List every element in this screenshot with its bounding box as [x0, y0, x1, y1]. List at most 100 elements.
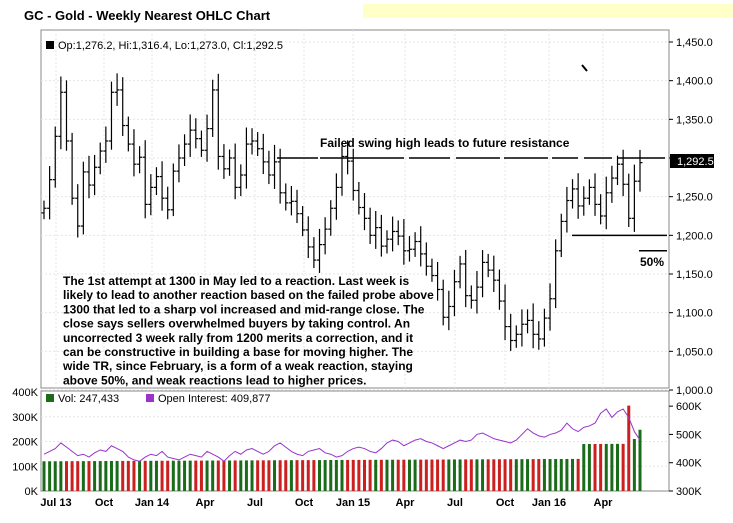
ohlc-bar: [125, 116, 131, 152]
volume-bar: [548, 459, 552, 491]
ohlc-bar: [598, 194, 604, 225]
oi-tick-label: 500K: [676, 429, 702, 441]
price-tick-label: 1,250.0: [676, 192, 713, 204]
volume-bars: [42, 405, 642, 491]
volume-bar: [599, 443, 603, 491]
ohlc-bar: [406, 236, 412, 262]
ohlc-bar: [468, 285, 474, 309]
ohlc-bar: [249, 128, 255, 155]
volume-bar: [402, 459, 406, 491]
x-tick-label: Jan 15: [336, 497, 370, 509]
ohlc-bar: [204, 114, 210, 162]
volume-bar: [447, 459, 451, 491]
volume-bar: [48, 461, 52, 491]
volume-bar: [233, 460, 237, 491]
ohlc-bar: [463, 249, 469, 308]
volume-bar: [256, 460, 260, 491]
ohlc-bar: [63, 80, 69, 151]
volume-bar: [211, 460, 215, 491]
volume-bar: [216, 460, 220, 491]
ohlc-bar: [339, 146, 345, 196]
volume-bar: [199, 460, 203, 491]
volume-bar: [104, 461, 108, 491]
volume-bar: [632, 439, 636, 491]
volume-bar: [205, 460, 209, 491]
volume-bar: [250, 460, 254, 491]
volume-bar: [323, 460, 327, 491]
oi-tick-label: 300K: [676, 486, 702, 498]
volume-bar: [289, 460, 293, 491]
ohlc-bar: [210, 79, 216, 137]
x-tick-label: Apr: [396, 497, 416, 509]
commentary-line: can be constructive in building a base f…: [63, 345, 413, 359]
ohlc-bar: [283, 183, 289, 211]
ohlc-bar: [97, 142, 103, 175]
ohlc-bar: [395, 220, 401, 246]
resistance-annotation: Failed swing high leads to future resist…: [320, 136, 570, 150]
ohlc-bar: [232, 143, 238, 200]
volume-bar: [458, 459, 462, 491]
ohlc-bar: [603, 176, 609, 230]
volume-bar: [312, 460, 316, 491]
ohlc-bar: [294, 189, 300, 224]
ohlc-bar: [333, 173, 339, 220]
price-tick-label: 1,350.0: [676, 114, 713, 126]
ohlc-bar: [508, 313, 514, 351]
open-interest-line: [43, 408, 641, 462]
volume-bar: [194, 460, 198, 491]
last-price-label: 1,292.5: [677, 156, 714, 168]
volume-bar: [306, 460, 310, 491]
volume-bar: [121, 460, 125, 491]
volume-bar: [183, 460, 187, 491]
commentary-line: close says sellers overwhelmed buyers by…: [63, 317, 410, 331]
volume-bar: [166, 460, 170, 491]
volume-bar: [396, 459, 400, 491]
ohlc-bar: [491, 255, 497, 293]
volume-bar: [436, 459, 440, 491]
ohlc-bar: [288, 185, 294, 216]
ohlc-bar: [243, 127, 249, 189]
x-tick-label: Apr: [196, 497, 216, 509]
ohlc-bar: [305, 216, 311, 259]
ohlc-bar: [300, 206, 306, 237]
volume-bar: [582, 444, 586, 491]
volume-bar: [273, 460, 277, 491]
ohlc-bar: [564, 186, 570, 233]
ohlc-bar: [474, 270, 480, 314]
volume-bar: [138, 460, 142, 491]
volume-bar: [115, 460, 119, 491]
volume-bar: [587, 444, 591, 491]
volume-bar: [616, 443, 620, 491]
ohlc-bar: [170, 163, 176, 217]
ohlc-bar: [47, 166, 53, 220]
x-tick-label: Oct: [496, 497, 515, 509]
ohlc-bar: [558, 213, 564, 258]
volume-bar: [301, 460, 305, 491]
ohlc-bar: [52, 126, 58, 188]
volume-bar: [481, 459, 485, 491]
volume-bar: [295, 460, 299, 491]
volume-bar: [430, 459, 434, 491]
ohlc-bar: [227, 149, 233, 176]
volume-bar: [149, 460, 153, 491]
ohlc-bar: [412, 232, 418, 257]
ohlc-bar: [311, 237, 317, 269]
price-tick-label: 1,400.0: [676, 76, 713, 88]
volume-bar: [638, 429, 642, 491]
ohlc-bar: [260, 133, 266, 175]
price-legend-swatch: [46, 41, 54, 49]
ohlc-bar: [142, 140, 148, 219]
ohlc-bar: [266, 150, 272, 185]
volume-tick-label: 100K: [12, 461, 38, 473]
ohlc-bar: [440, 279, 446, 326]
ohlc-bar: [41, 200, 47, 220]
volume-axis-ticks: 400K 300K 200K 100K 0K 600K 500K 400K 300K: [12, 387, 702, 498]
ohlc-bar: [176, 144, 182, 183]
ohlc-bar: [581, 186, 587, 216]
volume-bar: [413, 459, 417, 491]
volume-bar: [610, 443, 614, 491]
ohlc-bar: [401, 219, 407, 265]
ohlc-bar: [92, 154, 98, 196]
ohlc-bar: [480, 250, 486, 298]
volume-bar: [464, 459, 468, 491]
